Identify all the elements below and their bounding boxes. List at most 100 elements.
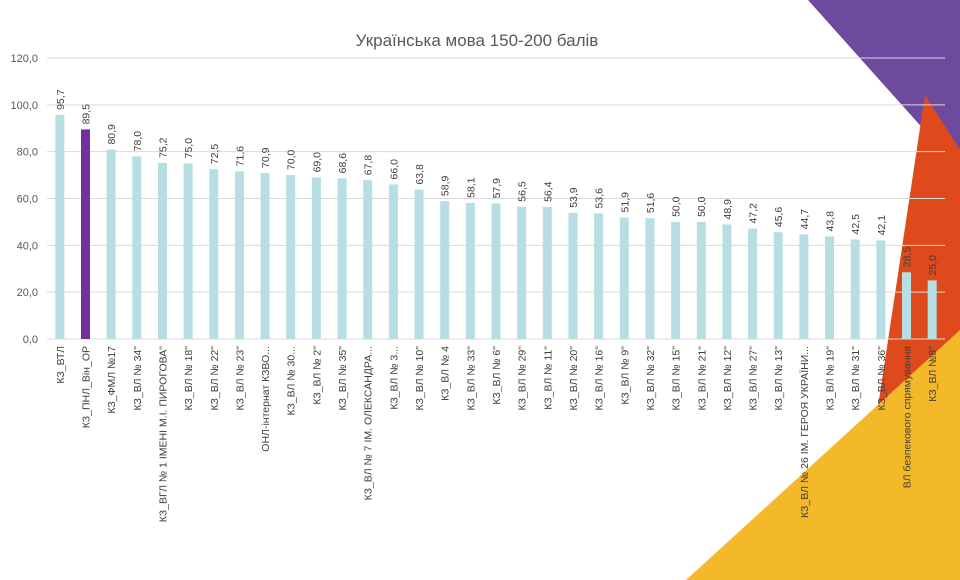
- bar: [440, 201, 450, 339]
- bar: [876, 240, 886, 339]
- y-tick-label: 60,0: [17, 194, 38, 206]
- x-tick-label: КЗ_ВЛ № 23": [234, 346, 246, 411]
- x-tick-label: КЗ_ВЛ № 11": [542, 346, 554, 410]
- bars: [55, 114, 937, 339]
- yellow-wedge-shape: [686, 330, 960, 580]
- bar: [132, 156, 142, 339]
- bar: [465, 202, 475, 339]
- bar: [594, 213, 604, 339]
- bar: [825, 236, 835, 339]
- x-tick-label: КЗ_ВЛ № 7 ІМ. ОЛЕКСАНДРА...: [363, 346, 375, 500]
- data-label: 42,5: [850, 214, 862, 235]
- data-label: 75,2: [157, 137, 169, 158]
- bar: [414, 189, 424, 339]
- bar: [55, 114, 65, 339]
- data-label: 75,0: [183, 138, 195, 159]
- bar: [773, 232, 783, 339]
- x-tick-label: КЗ_ВЛ № 2": [311, 346, 323, 405]
- data-label: 50,0: [671, 196, 683, 217]
- y-tick-label: 0,0: [23, 334, 38, 346]
- x-tick-label: КЗ_ВЛ № 20": [568, 346, 580, 411]
- bar: [671, 221, 681, 339]
- chart-title: Українська мова 150-200 балів: [356, 31, 599, 50]
- x-tick-label: ОНЛ-інтернат КЗВО...: [260, 346, 272, 452]
- data-label: 70,0: [286, 149, 298, 170]
- data-label: 57,9: [491, 178, 503, 199]
- bar: [286, 175, 296, 339]
- y-tick-label: 80,0: [17, 147, 38, 159]
- x-tick-label: КЗ_ВЛ № 15": [671, 346, 683, 411]
- x-tick-label: КЗ_ВЛ № 18": [183, 346, 195, 411]
- bar: [542, 206, 552, 339]
- data-label: 42,1: [876, 215, 888, 236]
- data-label: 53,6: [594, 188, 606, 209]
- data-label: 53,9: [568, 187, 580, 208]
- data-label: 71,6: [234, 146, 246, 167]
- x-tick-label: КЗ_ВЛ № 29": [517, 346, 529, 411]
- x-tick-label: КЗ_ФМЛ №17: [106, 346, 118, 414]
- bar: [696, 221, 706, 339]
- data-label: 69,0: [311, 152, 323, 173]
- data-label: 63,8: [414, 164, 426, 185]
- data-label: 72,5: [209, 144, 221, 165]
- x-tick-label: КЗ_ВЛ №8": [927, 346, 939, 402]
- data-label: 58,9: [440, 175, 452, 196]
- x-tick-label: КЗ_ВЛ № 13": [773, 346, 785, 411]
- x-tick-label: КЗ_ВЛ № 6": [491, 346, 503, 405]
- x-tick-label: КЗ_ВЛ № 30...: [286, 346, 298, 416]
- bar: [234, 171, 244, 339]
- data-label: 56,5: [517, 181, 529, 202]
- bar: [363, 180, 373, 339]
- x-axis-labels: КЗ_ВТЛ КЗ_ПНЛ_Він_ОР КЗ_ФМЛ №17 КЗ_ВЛ № 34"…: [55, 346, 939, 522]
- x-tick-label: КЗ_ПНЛ_Він_ОР: [80, 346, 92, 428]
- x-tick-label: КЗ_ВЛ № 12": [722, 346, 734, 411]
- data-label: 66,0: [388, 159, 400, 180]
- bar: [748, 228, 758, 339]
- data-label: 51,6: [645, 193, 657, 214]
- bar: [260, 172, 270, 339]
- x-tick-label: КЗ_ВЛ № 35": [337, 346, 349, 411]
- data-label: 67,8: [363, 155, 375, 176]
- x-tick-label: КЗ_ВЛ № 22": [209, 346, 221, 411]
- x-tick-label: КЗ_ВЛ № 31": [850, 346, 862, 411]
- data-label: 50,0: [696, 196, 708, 217]
- y-tick-label: 20,0: [17, 287, 38, 299]
- bar: [799, 234, 809, 339]
- data-label: 44,7: [799, 209, 811, 230]
- bar: [106, 149, 116, 339]
- data-label: 68,6: [337, 153, 349, 174]
- x-tick-label: КЗ_ВЛ № 34": [132, 346, 144, 411]
- bar: [388, 184, 398, 339]
- bar: [311, 177, 321, 339]
- x-tick-label: КЗ_ВЛ № 36": [876, 346, 888, 411]
- x-tick-label: КЗ_ВГЛ № 1 ІМЕНІ М.І. ПИРОГОВА": [157, 346, 169, 522]
- x-tick-label: ВЛ безпекового спрямування: [902, 346, 914, 488]
- bar: [619, 217, 629, 339]
- bar: [337, 178, 347, 339]
- data-label: 45,6: [773, 207, 785, 228]
- bar: [645, 218, 655, 339]
- bar: [517, 206, 527, 339]
- data-label: 28,5: [902, 247, 914, 268]
- bar: [927, 280, 937, 339]
- x-tick-label: КЗ_ВЛ № 19": [825, 346, 837, 411]
- x-tick-label: КЗ_ВЛ № 16": [594, 346, 606, 411]
- data-labels: 95,7 89,5 80,9 78,0 75,2 75,0 72,5 71,6 70,9 70,0…: [55, 89, 939, 275]
- data-label: 78,0: [132, 131, 144, 152]
- data-label: 89,5: [80, 104, 92, 125]
- y-tick-label: 100,0: [10, 100, 38, 112]
- bar: [850, 239, 860, 339]
- x-tick-label: КЗ_ВЛ № 21": [696, 346, 708, 411]
- x-tick-label: КЗ_ВЛ № 3...: [388, 346, 400, 410]
- y-tick-label: 120,0: [10, 53, 38, 65]
- y-axis-ticks: 0,0 20,0 40,0 60,0 80,0 100,0 120,0: [10, 53, 38, 346]
- y-tick-label: 40,0: [17, 240, 38, 252]
- data-label: 47,2: [748, 203, 760, 224]
- data-label: 48,9: [722, 199, 734, 220]
- x-tick-label: КЗ_ВТЛ: [55, 346, 67, 384]
- bar: [80, 129, 90, 339]
- x-tick-label: КЗ_ВЛ № 27": [748, 346, 760, 411]
- bar: [722, 224, 732, 339]
- data-label: 80,9: [106, 124, 118, 145]
